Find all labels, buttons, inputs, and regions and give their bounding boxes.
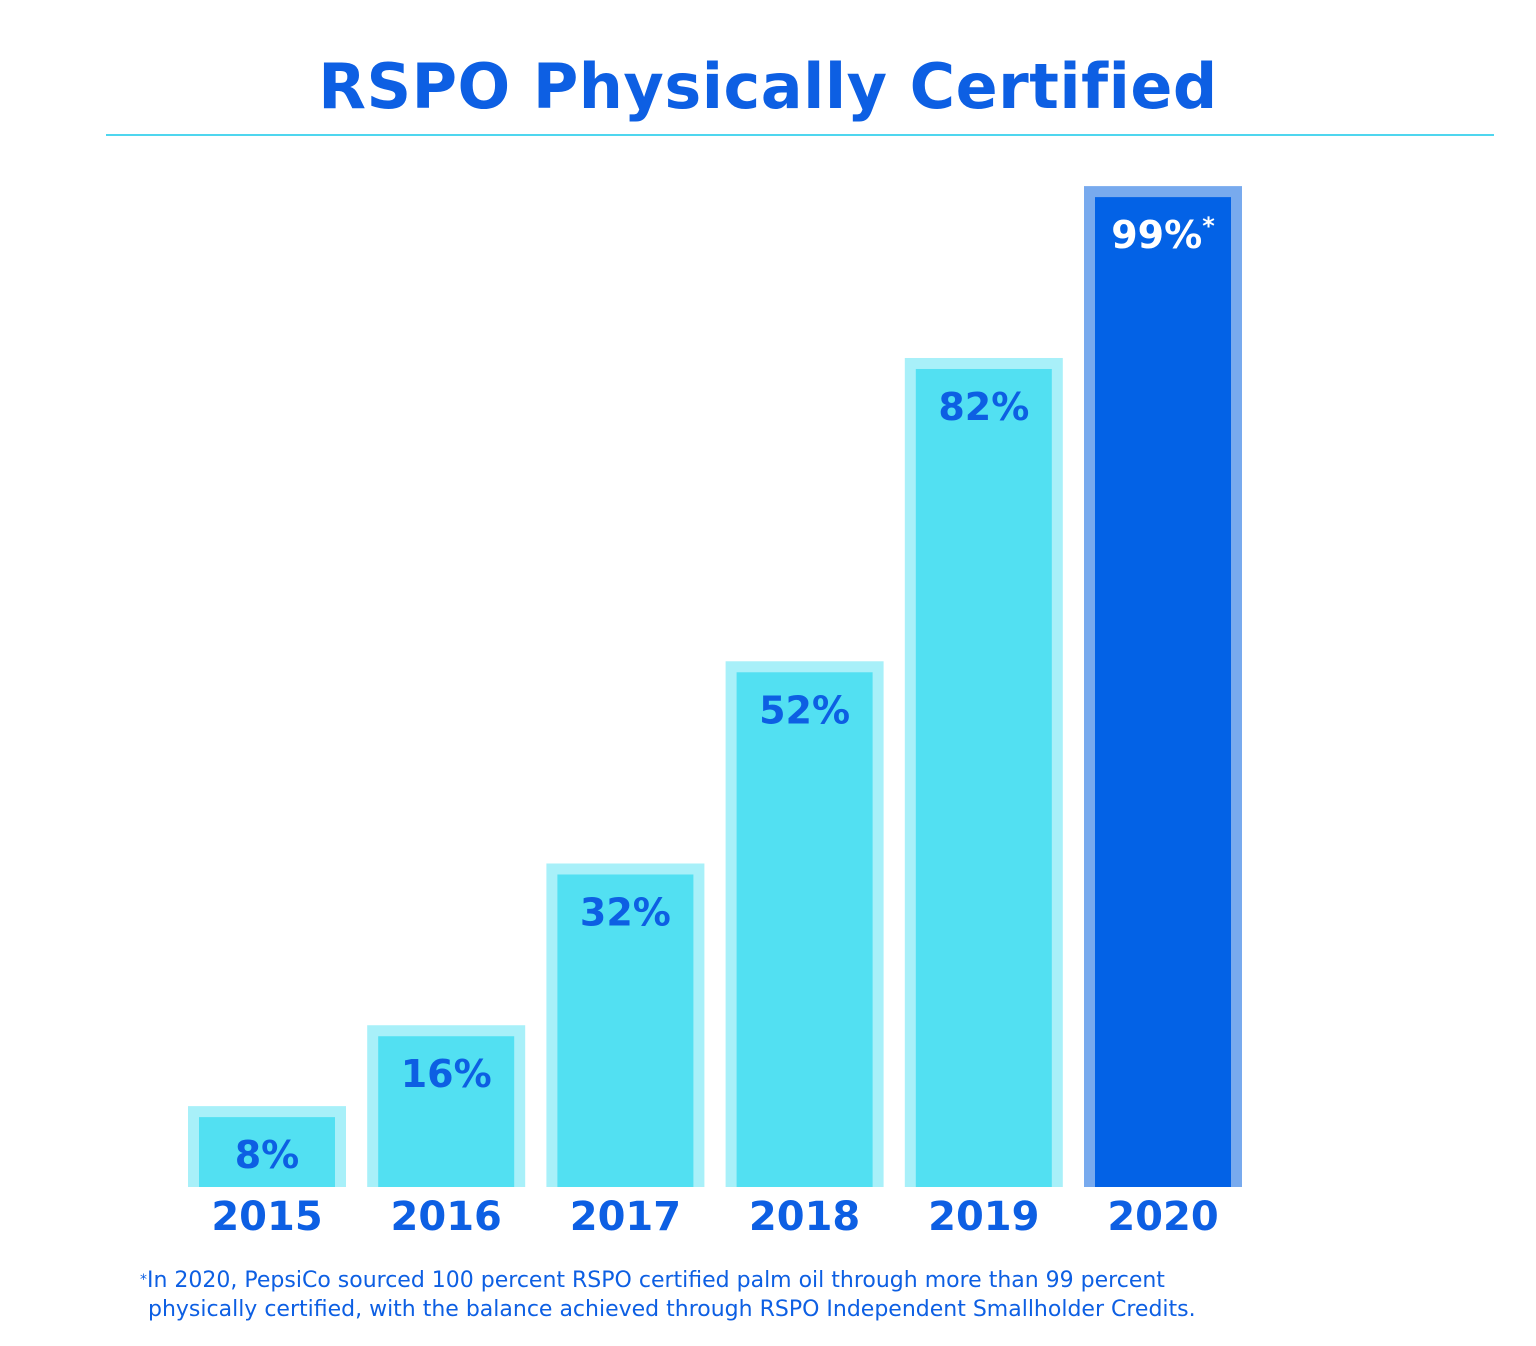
x-tick-label-2018: 2018 [749, 1194, 860, 1240]
bar-chart: 8% 2015 16% 2016 32% 2017 52% 2018 82% 2019 99%* 20… [188, 186, 1242, 1240]
footnote: *In 2020, PepsiCo sourced 100 percent RS… [140, 1266, 1400, 1324]
x-tick-label-2020: 2020 [1107, 1194, 1218, 1240]
data-label-2019: 82% [938, 385, 1029, 429]
data-label-2018: 52% [759, 688, 850, 732]
bar-2018 [736, 672, 873, 1187]
data-label-2017: 32% [580, 890, 671, 934]
bar-2015 [199, 1117, 335, 1187]
bar-2020 [1095, 197, 1231, 1188]
footnote-line-1: In 2020, PepsiCo sourced 100 percent RSP… [147, 1268, 1165, 1293]
data-label-2016: 16% [401, 1052, 492, 1096]
bar-2019 [915, 368, 1052, 1188]
footnote-line-2: physically certified, with the balance a… [148, 1297, 1196, 1322]
data-label-2020: 99%* [1111, 212, 1215, 257]
bar-2016 [378, 1036, 515, 1187]
data-label-asterisk: * [1202, 212, 1215, 240]
x-tick-label-2015: 2015 [211, 1194, 322, 1240]
chart-title: RSPO Physically Certified [318, 50, 1218, 123]
data-label-2015: 8% [235, 1133, 300, 1177]
footnote-marker: * [140, 1272, 147, 1288]
bar-2017 [557, 874, 694, 1187]
x-tick-label-2017: 2017 [570, 1194, 681, 1240]
title-divider [106, 134, 1494, 136]
x-tick-label-2016: 2016 [391, 1194, 502, 1240]
x-tick-label-2019: 2019 [928, 1194, 1039, 1240]
